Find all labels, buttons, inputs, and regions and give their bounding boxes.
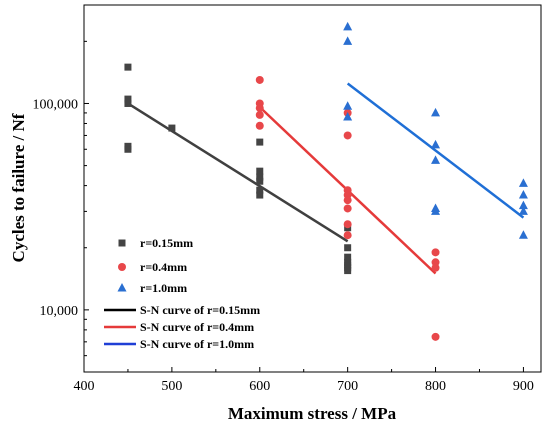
x-tick-label: 800 [425,379,446,394]
data-point-square [256,173,264,181]
data-point-square [124,95,132,103]
sn-fit-line-2 [346,82,525,219]
x-tick-label: 600 [249,379,270,394]
legend-label: r=0.4mm [140,260,187,274]
legend: r=0.15mm r=0.4mm r=1.0mm S-N curve of r=0.1… [104,236,260,351]
data-point-triangle [518,230,528,239]
legend-marker-triangle [117,283,127,292]
data-point-circle [343,231,352,240]
x-axis-title: Maximum stress / MPa [228,404,397,423]
data-point-square [256,138,264,146]
data-point-triangle [431,107,441,117]
data-point-circle [431,332,440,341]
y-axis-title: Cycles to failure / Nf [9,113,28,262]
data-point-triangle [431,206,441,215]
data-point-circle [255,75,264,84]
data-point-triangle [518,178,528,187]
data-point-triangle [518,206,528,215]
legend-label: r=0.15mm [140,236,193,250]
data-point-circle [431,263,440,272]
x-tick-label: 500 [161,379,182,394]
data-point-square [124,63,132,71]
data-point-triangle [518,190,528,199]
data-point-circle [255,110,264,119]
y-tick-label: 100,000 [33,97,79,112]
data-point-triangle [343,21,353,31]
legend-label: S-N curve of r=0.15mm [140,303,260,317]
data-point-triangle [431,139,441,149]
data-point-square [256,191,264,199]
data-point-circle [343,131,352,140]
y-tick-label: 10,000 [40,304,79,319]
data-point-circle [255,104,264,113]
data-point-circle [431,248,440,257]
data-point-square [344,267,352,275]
data-point-square [256,186,264,194]
data-point-triangle [343,101,353,110]
data-point-triangle [343,36,353,45]
data-point-circle [343,196,352,205]
data-point-circle [343,204,352,213]
data-point-square [344,253,352,261]
data-point-triangle [343,111,353,121]
data-point-square [344,244,352,252]
plot-frame [83,4,542,373]
legend-label: r=1.0mm [140,281,187,295]
data-point-triangle [431,155,441,164]
x-tick-label: 400 [74,379,95,394]
sn-fit-line-0 [127,102,349,243]
legend-label: S-N curve of r=1.0mm [140,337,254,351]
data-point-square [168,124,176,132]
legend-marker-circle [118,263,126,271]
data-point-circle [255,121,264,130]
x-tick-label: 700 [337,379,358,394]
data-point-circle [343,220,352,229]
legend-label: S-N curve of r=0.4mm [140,320,254,334]
legend-marker-square [118,239,126,247]
x-tick-label: 900 [513,379,534,394]
data-point-square [124,99,132,107]
data-point-square [256,177,264,185]
data-point-square [124,145,132,153]
data-point-triangle [518,200,528,210]
data-point-square [256,167,264,175]
